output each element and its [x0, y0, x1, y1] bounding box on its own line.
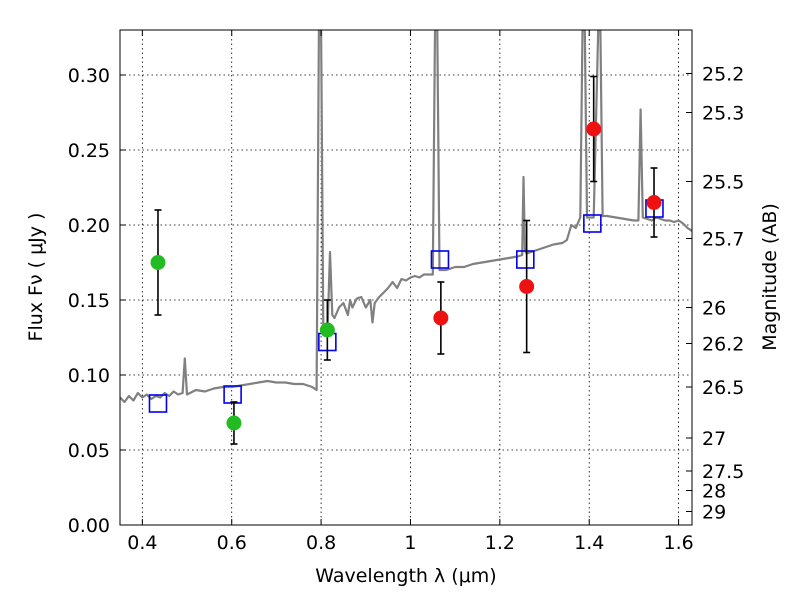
x-tick-label: 0.4	[127, 532, 157, 554]
x-axis-label: Wavelength λ (μm)	[315, 565, 496, 587]
y-tick-label: 0.00	[68, 515, 110, 537]
right-axis-label: Magnitude (AB)	[759, 203, 781, 351]
right-tick-label: 28	[702, 481, 726, 503]
plot-area	[120, 30, 692, 525]
axis-ticks: 0.4 0.6 0.8 1 1.2 1.4 1.6 0.00 0.05 0.10 0.15 0.20 0…	[68, 30, 744, 554]
y-tick-label: 0.20	[68, 215, 110, 237]
right-tick-label: 26	[702, 298, 726, 320]
right-tick-label: 25.5	[702, 172, 744, 194]
red-photometry-point	[646, 195, 662, 210]
x-tick-label: 1.4	[574, 532, 604, 554]
y-axis-label: Flux Fν ( μJy )	[25, 213, 47, 342]
y-tick-label: 0.05	[68, 440, 110, 462]
model-square-point	[223, 385, 242, 404]
right-tick-label: 29	[702, 502, 726, 524]
y-tick-label: 0.25	[68, 140, 110, 162]
green-photometry-point	[226, 415, 242, 431]
model-square-point	[148, 394, 168, 413]
x-tick-label: 1.6	[663, 532, 693, 554]
y-tick-label: 0.30	[68, 65, 110, 87]
x-tick-label: 0.6	[217, 532, 247, 554]
right-tick-label: 26.5	[702, 377, 744, 399]
right-tick-label: 25.2	[702, 64, 744, 86]
right-tick-label: 26.2	[702, 334, 744, 356]
y-tick-label: 0.15	[68, 290, 110, 312]
data-series	[120, 30, 692, 445]
grid-lines	[120, 30, 692, 526]
plot-frame	[119, 29, 693, 526]
right-tick-label: 25.7	[702, 229, 744, 251]
red-photometry-point	[433, 310, 449, 326]
x-tick-label: 1.2	[485, 532, 515, 554]
green-photometry-point	[150, 255, 166, 270]
green-photometry-point	[319, 322, 335, 338]
x-tick-label: 1	[404, 532, 416, 554]
right-tick-label: 27.5	[702, 461, 744, 483]
y-tick-label: 0.10	[68, 365, 110, 387]
spectrum-line	[120, 30, 692, 404]
red-photometry-point	[586, 121, 602, 137]
model-square-point	[516, 250, 535, 269]
right-tick-label: 27	[702, 428, 726, 450]
red-photometry-point	[519, 279, 535, 294]
right-tick-label: 25.3	[702, 103, 744, 125]
x-tick-label: 0.8	[306, 532, 336, 554]
model-square-point	[583, 214, 602, 233]
model-square-point	[430, 250, 450, 269]
